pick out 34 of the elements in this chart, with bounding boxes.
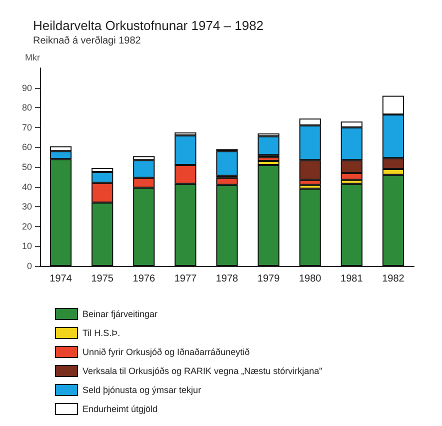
legend-label: Beinar fjárveitingar: [82, 309, 158, 319]
x-tick-label: 1976: [132, 274, 156, 284]
chart-title: Heildarvelta Orkustofnunar 1974 – 1982: [33, 18, 264, 33]
x-tick-label: 1978: [216, 274, 239, 284]
x-tick-label: 1982: [382, 274, 405, 284]
y-tick-label: 0: [26, 261, 32, 271]
x-tick-label: 1981: [340, 274, 364, 284]
y-tick-label: 50: [22, 162, 32, 172]
legend-label: Unnið fyrir Orkusjóð og Iðnaðarráðuneytið: [82, 347, 250, 357]
bar: [258, 157, 280, 162]
y-tick-label: 60: [22, 142, 32, 152]
y-tick-label: 80: [22, 102, 32, 113]
bar: [299, 188, 321, 266]
bar: [258, 136, 280, 156]
y-tick-label: 20: [22, 221, 32, 232]
y-tick-label: 90: [22, 82, 32, 93]
y-tick-label: 70: [22, 122, 32, 132]
bar: [340, 184, 362, 266]
legend-label: Endurheimt útgjöld: [82, 404, 158, 414]
legend-label: Verksala til Orkusjóðs og RARIK vegna „Næstu stórvirkjana": [82, 366, 322, 376]
bar: [216, 151, 238, 176]
y-tick-label: 40: [22, 182, 32, 192]
bar: [258, 165, 280, 266]
chart-subtitle: Reiknað á verðlagi 1982: [33, 36, 142, 46]
x-tick-label: 1980: [298, 274, 322, 284]
x-tick-label: 1979: [257, 274, 280, 284]
y-tick-label: 30: [22, 202, 32, 212]
legend-label: Seld þjónusta og ýmsar tekjur: [82, 385, 202, 395]
legend-label: Til H.S.Þ.: [82, 328, 120, 338]
x-tick-label: 1974: [50, 274, 72, 284]
x-tick-label: 1977: [174, 274, 198, 284]
y-axis-title: Mkr: [25, 52, 40, 62]
y-tick-label: 10: [22, 241, 32, 252]
x-tick-label: 1975: [91, 274, 114, 284]
